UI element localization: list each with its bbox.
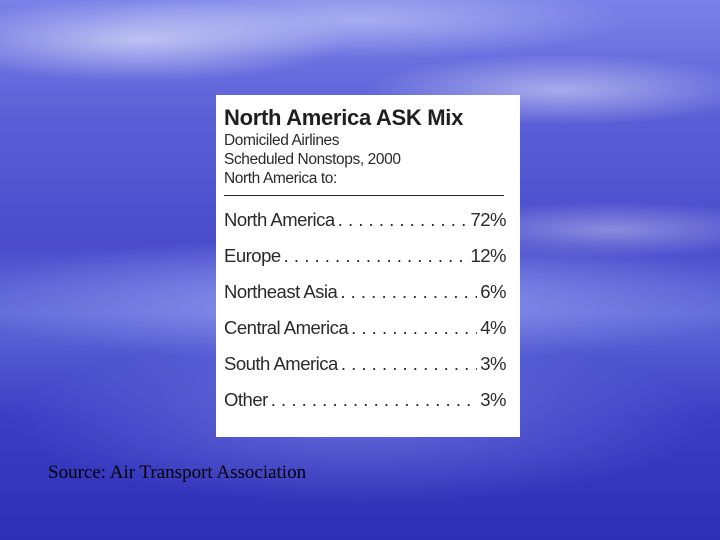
leader-dots: [341, 346, 477, 382]
row-value: 12%: [470, 245, 506, 266]
table-row: Europe 12%: [224, 238, 506, 274]
leader-dots: [284, 238, 468, 274]
table-divider: [224, 195, 504, 196]
table-row: South America 3%: [224, 346, 506, 382]
leader-dots: [351, 310, 477, 346]
row-destination: South America: [224, 353, 338, 374]
table-row: Central America 4%: [224, 310, 506, 346]
row-value: 3%: [480, 353, 506, 374]
table-subtitle-line: Domiciled Airlines: [224, 132, 340, 149]
row-destination: Other: [224, 389, 268, 410]
row-value: 4%: [480, 317, 506, 338]
row-value: 6%: [480, 281, 506, 302]
table-title: North America ASK Mix: [224, 105, 464, 130]
leader-dots: [338, 202, 468, 238]
table-row: North America 72%: [224, 202, 506, 238]
row-destination: Northeast Asia: [224, 281, 338, 302]
row-value: 72%: [470, 209, 506, 230]
row-destination: Central America: [224, 317, 349, 338]
table-row: Northeast Asia 6%: [224, 274, 506, 310]
leader-dots: [340, 274, 477, 310]
table-row: Other 3%: [224, 382, 506, 418]
ask-mix-table: North America ASK Mix Domiciled Airlines…: [216, 95, 520, 437]
table-subtitle-line: Scheduled Nonstops, 2000: [224, 151, 401, 168]
row-destination: Europe: [224, 245, 281, 266]
source-note: Source: Air Transport Association: [48, 462, 307, 483]
row-value: 3%: [480, 389, 506, 410]
row-destination: North America: [224, 209, 335, 230]
table-subtitle-line: North America to:: [224, 170, 337, 187]
leader-dots: [271, 382, 477, 418]
